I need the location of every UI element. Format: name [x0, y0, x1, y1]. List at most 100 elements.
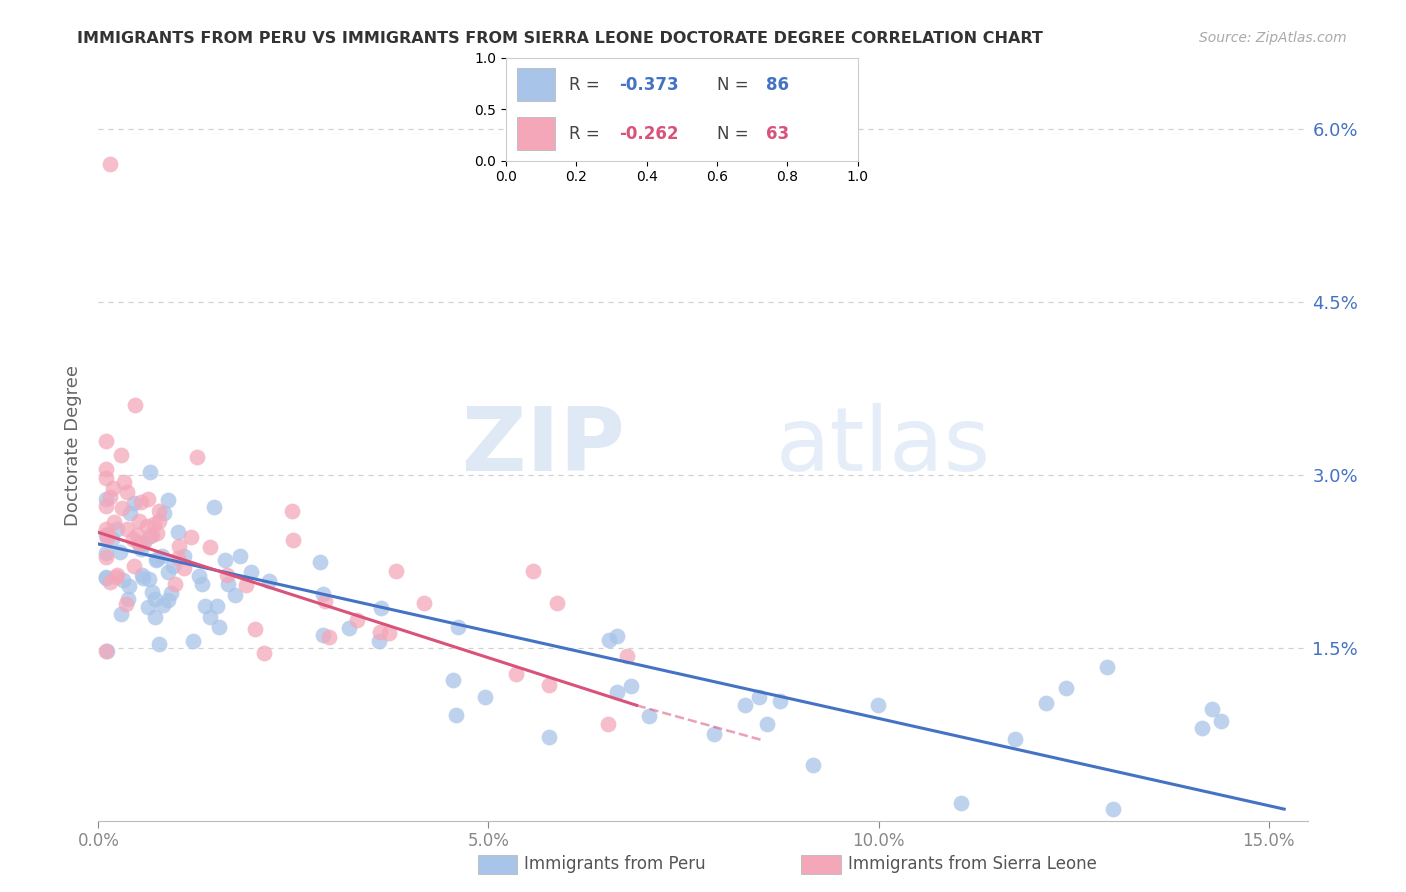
Point [134, 534, 156, 549]
Point [96, 462, 118, 476]
Point [139, 465, 162, 479]
Point [122, 559, 145, 574]
Point [96, 570, 118, 584]
Point [111, 500, 134, 515]
Point [98, 156, 121, 170]
Point [377, 625, 399, 640]
Point [215, 568, 238, 582]
Point [125, 528, 148, 542]
Point [1004, 731, 1026, 746]
Point [152, 598, 174, 612]
Point [110, 448, 132, 462]
Point [98, 574, 121, 589]
Point [124, 398, 146, 412]
Point [108, 544, 131, 558]
Point [1102, 802, 1125, 816]
Point [101, 481, 124, 495]
Point [148, 503, 170, 517]
Point [1191, 721, 1213, 735]
Point [143, 610, 166, 624]
Point [98, 490, 121, 504]
Point [132, 572, 155, 586]
FancyBboxPatch shape [517, 118, 555, 150]
Point [198, 609, 221, 624]
Point [368, 633, 391, 648]
Point [96, 644, 118, 658]
Point [167, 550, 190, 565]
Point [96, 471, 118, 485]
Point [156, 493, 179, 508]
Point [239, 565, 262, 579]
Point [505, 667, 527, 681]
Point [606, 629, 628, 643]
Point [162, 559, 184, 574]
Point [522, 564, 544, 578]
Point [96, 549, 118, 564]
Point [337, 621, 360, 635]
Point [148, 637, 170, 651]
FancyBboxPatch shape [517, 69, 555, 101]
Text: R =: R = [569, 125, 606, 143]
Point [1095, 660, 1118, 674]
Point [866, 698, 889, 712]
Point [538, 678, 561, 692]
Text: Immigrants from Peru: Immigrants from Peru [524, 855, 706, 873]
Point [105, 522, 128, 536]
Point [96, 499, 118, 513]
Point [128, 537, 150, 551]
Point [110, 607, 132, 621]
Point [181, 633, 204, 648]
Point [187, 569, 209, 583]
Point [214, 553, 236, 567]
Point [620, 679, 643, 693]
Point [131, 536, 153, 550]
Point [173, 561, 195, 575]
Point [252, 646, 274, 660]
Point [96, 522, 118, 536]
Point [235, 578, 257, 592]
Point [756, 716, 779, 731]
Point [163, 577, 186, 591]
Point [115, 522, 138, 536]
Point [314, 594, 336, 608]
Point [748, 690, 770, 704]
Point [159, 586, 181, 600]
Point [198, 540, 221, 554]
Point [96, 527, 118, 541]
Point [1035, 696, 1057, 710]
Point [122, 496, 145, 510]
Point [96, 434, 118, 449]
Point [1201, 702, 1223, 716]
Point [202, 500, 225, 514]
Point [546, 596, 568, 610]
Point [104, 570, 127, 584]
Point [105, 568, 128, 582]
Point [243, 622, 266, 636]
Point [146, 552, 169, 566]
Text: Source: ZipAtlas.com: Source: ZipAtlas.com [1199, 31, 1347, 45]
Point [129, 542, 152, 557]
Point [208, 620, 231, 634]
Point [444, 707, 467, 722]
Text: -0.373: -0.373 [619, 76, 678, 94]
Point [146, 526, 169, 541]
Point [194, 599, 217, 613]
Text: 86: 86 [766, 76, 789, 94]
Text: N =: N = [717, 76, 754, 94]
Point [229, 549, 252, 563]
Point [112, 475, 135, 489]
Point [598, 633, 620, 648]
Point [96, 571, 118, 585]
Point [115, 597, 138, 611]
Point [441, 673, 464, 687]
Text: R =: R = [569, 76, 606, 94]
Point [156, 593, 179, 607]
Point [138, 572, 160, 586]
Y-axis label: Doctorate Degree: Doctorate Degree [63, 366, 82, 526]
Point [148, 515, 170, 529]
Text: N =: N = [717, 125, 754, 143]
Point [312, 587, 335, 601]
Point [616, 649, 638, 664]
Point [283, 533, 305, 547]
Point [120, 506, 142, 520]
